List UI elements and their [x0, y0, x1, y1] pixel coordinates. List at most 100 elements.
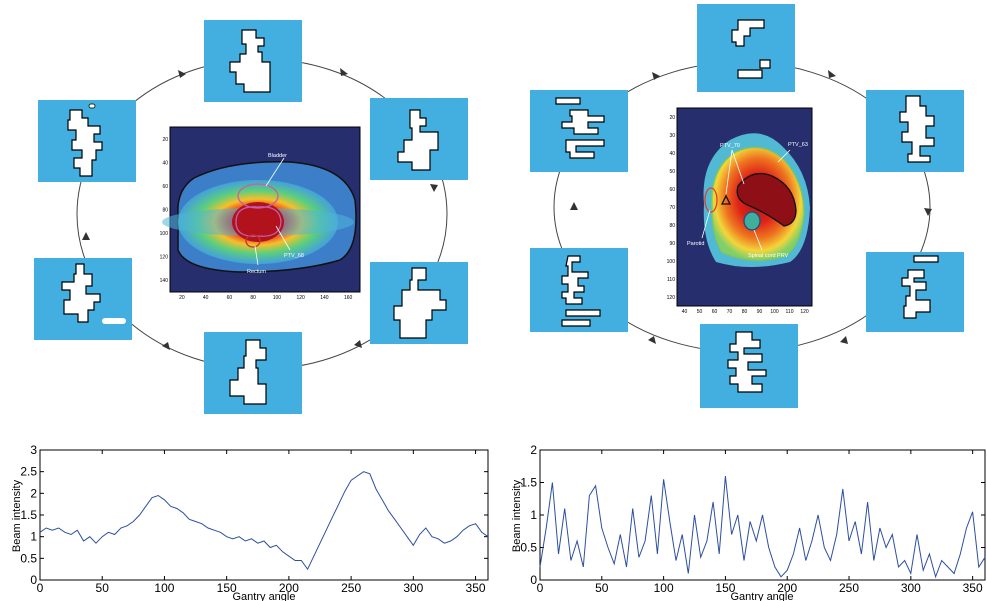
plot-ticks: 0 50 100 150 200 250 300 350 0 0.5 1 1.5 2: [520, 443, 985, 595]
parotid-pointer: [701, 209, 711, 239]
heatmap-y-tick: 80: [669, 223, 675, 229]
right-ring-arrows: [570, 70, 932, 344]
heatmap-y-tick: 40: [669, 151, 675, 157]
marker-triangle: [720, 194, 732, 205]
heatmap-x-tick: 60: [227, 295, 233, 301]
ptv-label: PTV_68: [284, 253, 304, 259]
x-tick-label: 150: [715, 581, 735, 595]
aperture-tile: [38, 100, 136, 182]
aperture-shape: [737, 69, 763, 79]
left-dose-heatmap: Bladder PTV_68 Rectum 20 40 60 80 100 120 140 1…: [160, 126, 361, 301]
arrow-head: [840, 336, 848, 344]
right-aperture-tiles: [530, 4, 964, 408]
heatmap-y-tick: 140: [160, 278, 169, 284]
y-tick-label: 2: [30, 486, 37, 500]
arrow-head: [82, 232, 90, 240]
heatmap-y-tick: 60: [162, 184, 168, 190]
heatmap-x-tick: 40: [203, 295, 209, 301]
arrow-head: [648, 336, 656, 344]
left-heatmap-ticks: 20 40 60 80 100 120 140 160 20 40 60 80 100 120 140: [160, 137, 353, 301]
heatmap-y-tick: 20: [669, 115, 675, 121]
aperture-tile: [866, 252, 964, 332]
heatmap-y-tick: 20: [162, 137, 168, 143]
x-tick-label: 250: [341, 581, 361, 595]
aperture-shape: [561, 255, 589, 305]
plot-ticks: 0 50 100 150 200 250 300 350 0 0.5 1 1.5 2 2.5 3: [20, 443, 488, 595]
heatmap-x-tick: 120: [800, 309, 809, 315]
left-beam-intensity-chart: 0 50 100 150 200 250 300 350 0 0.5 1 1.5 2 2.5 3 Gantr…: [11, 443, 489, 601]
x-tick-label: 100: [154, 581, 174, 595]
aperture-shape: [899, 95, 935, 163]
x-tick-label: 300: [901, 581, 921, 595]
y-axis-label: Beam intensity: [511, 479, 523, 552]
aperture-shape: [901, 269, 931, 319]
cord-contour: [743, 211, 761, 231]
heatmap-x-tick: 50: [697, 309, 703, 315]
aperture-shape: [229, 29, 271, 93]
heatmap-x-tick: 20: [179, 295, 185, 301]
x-tick-label: 200: [279, 581, 299, 595]
y-tick-label: 2: [530, 443, 537, 457]
ptv70-pointer: [725, 149, 733, 195]
beam-intensity-line: [39, 471, 489, 571]
arrow-head: [924, 208, 932, 216]
arrow-head: [570, 202, 578, 210]
y-tick-label: 0: [530, 573, 537, 587]
aperture-shape: [731, 19, 765, 47]
y-tick-label: 1: [530, 508, 537, 522]
x-tick-label: 350: [466, 581, 486, 595]
left-aperture-tiles: [34, 20, 468, 414]
aperture-shape: [561, 319, 591, 327]
arrow-head: [162, 342, 170, 350]
aperture-shape: [565, 309, 601, 317]
heatmap-y-tick: 100: [667, 259, 676, 265]
dose-core: [232, 202, 284, 242]
ptv63-contour: [711, 146, 805, 261]
x-tick-label: 0: [537, 581, 544, 595]
bladder-pointer: [265, 157, 285, 187]
x-tick-label: 0: [37, 581, 44, 595]
parotid-label: Parotid: [687, 241, 704, 247]
ptv70-contour: [736, 172, 797, 227]
y-axis-label: Beam intensity: [11, 479, 23, 552]
heatmap-y-tick: 60: [669, 187, 675, 193]
heatmap-x-tick: 80: [742, 309, 748, 315]
heatmap-x-tick: 40: [682, 309, 688, 315]
aperture-shape: [759, 59, 771, 69]
aperture-tile: [530, 90, 628, 172]
heatmap-x-tick: 120: [296, 295, 305, 301]
heatmap-x-tick: 140: [320, 295, 329, 301]
aperture-tile: [866, 90, 964, 172]
aperture-tile: [370, 262, 468, 344]
y-tick-label: 0: [30, 573, 37, 587]
right-heatmap-ticks: 40 50 60 70 80 90 100 110 120 20 30 40 50 60 70 80 90 100…: [667, 115, 809, 315]
arrow-head: [430, 184, 438, 192]
x-tick-label: 250: [839, 581, 859, 595]
aperture-tile: [34, 258, 132, 340]
heatmap-y-tick: 70: [669, 205, 675, 211]
aperture-shape: [61, 263, 101, 323]
left-ring-arrows: [82, 68, 438, 350]
arrow-head: [178, 70, 186, 78]
heatmap-x-tick: 90: [757, 309, 763, 315]
x-tick-label: 350: [963, 581, 983, 595]
y-tick-label: 3: [30, 443, 37, 457]
x-tick-label: 100: [654, 581, 674, 595]
heatmap-y-tick: 50: [669, 169, 675, 175]
aperture-shape: [397, 109, 439, 171]
aperture-shape: [913, 255, 939, 263]
y-tick-label: 0.5: [20, 551, 37, 565]
aperture-tile: [530, 248, 628, 332]
bladder-label: Bladder: [268, 153, 287, 159]
right-beam-intensity-chart: 0 50 100 150 200 250 300 350 0 0.5 1 1.5 2 Gantry an…: [511, 443, 986, 601]
aperture-shape: [727, 331, 767, 393]
bladder-contour: [237, 183, 279, 209]
heatmap-x-tick: 70: [727, 309, 733, 315]
aperture-shape: [229, 339, 267, 405]
aperture-tile: [204, 332, 302, 414]
aperture-tile: [700, 324, 798, 408]
y-tick-label: 0.5: [520, 541, 537, 555]
heatmap-x-tick: 60: [712, 309, 718, 315]
aperture-tile: [204, 20, 302, 102]
